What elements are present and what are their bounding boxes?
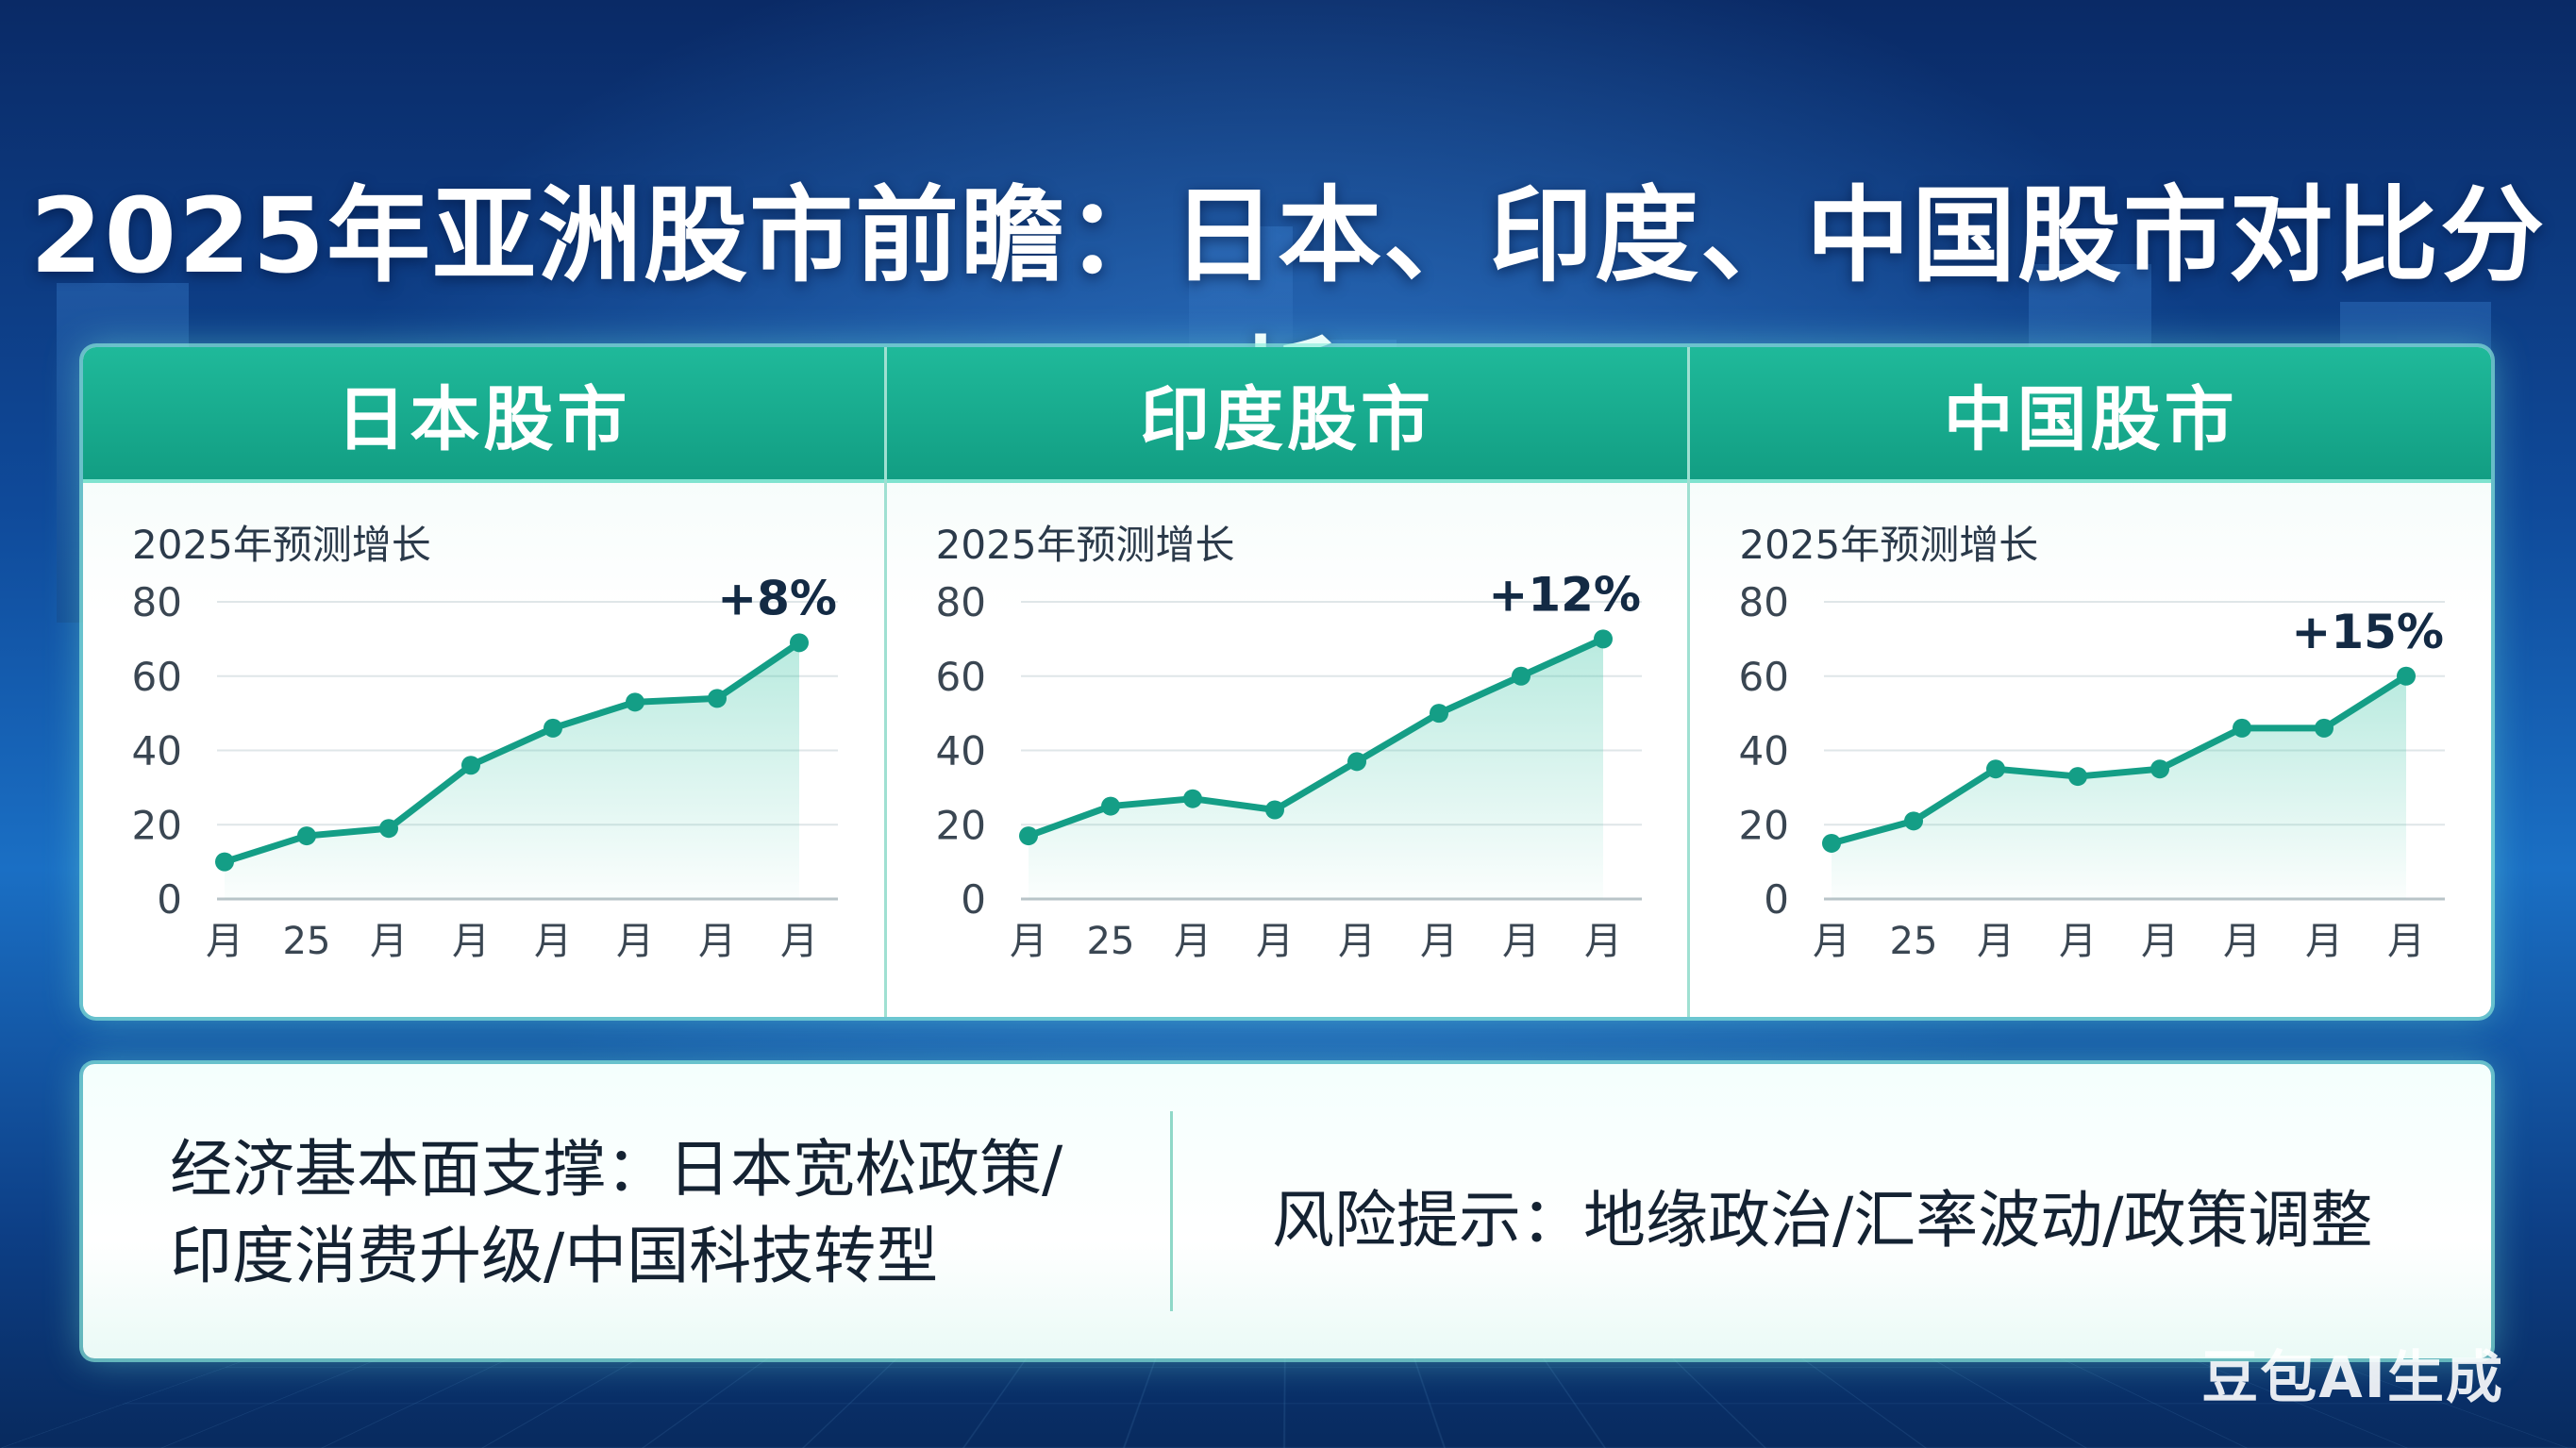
- watermark: 豆包AI生成: [2201, 1345, 2504, 1411]
- y-tick-label: 20: [132, 802, 182, 848]
- growth-annotation: +12%: [1488, 567, 1641, 622]
- data-point: [2150, 759, 2170, 779]
- x-tick-label: 月: [698, 920, 736, 963]
- info-divider: [1170, 1111, 1173, 1311]
- data-point: [1904, 811, 1924, 831]
- chart-subtitle-india: 2025年预测增长: [935, 522, 1235, 568]
- y-tick-label: 60: [935, 654, 985, 700]
- x-tick-label: 月: [370, 920, 408, 963]
- x-tick-label: 月: [452, 920, 490, 963]
- data-point: [1100, 796, 1120, 816]
- y-tick-label: 80: [935, 579, 985, 625]
- data-point: [1264, 800, 1284, 820]
- data-point: [1429, 704, 1448, 724]
- y-tick-label: 60: [132, 654, 182, 700]
- data-point: [1018, 826, 1038, 846]
- data-point: [2315, 718, 2334, 738]
- x-tick-label: 月: [1584, 920, 1622, 963]
- panel-title-japan: 日本股市: [83, 347, 884, 483]
- panel-title-china: 中国股市: [1690, 347, 2491, 483]
- risk-text: 风险提示：地缘政治/汇率波动/政策调整: [1272, 1184, 2373, 1257]
- data-point: [1593, 629, 1613, 649]
- fundamentals-text: 经济基本面支撑：日本宽松政策/ 印度消费升级/中国科技转型: [170, 1133, 1063, 1292]
- panel-india: 印度股市 2025年预测增长 0 20 40 60 80 月 25 月 月 月 月 月 月 +12%: [883, 347, 1688, 1017]
- y-tick-label: 0: [961, 876, 986, 923]
- market-panels: 日本股市 2025年预测增长 0 20 40 60 80 月 25 月 月 月 月 月 月 +8% 印度股…: [83, 347, 2491, 1017]
- series-area: [1832, 675, 2407, 899]
- x-tick-label: 月: [1420, 920, 1458, 963]
- x-tick-label: 月: [2223, 920, 2261, 963]
- x-tick-label: 月: [1256, 920, 1294, 963]
- data-point: [1347, 752, 1366, 772]
- data-point: [1182, 789, 1202, 808]
- data-point: [544, 718, 562, 738]
- panel-japan: 日本股市 2025年预测增长 0 20 40 60 80 月 25 月 月 月 月 月 月 +8%: [83, 347, 884, 1017]
- y-tick-label: 20: [935, 802, 985, 848]
- data-point: [379, 819, 398, 839]
- y-tick-label: 40: [1739, 728, 1789, 774]
- x-tick-label: 25: [1086, 920, 1134, 963]
- growth-annotation: +8%: [717, 571, 837, 625]
- x-tick-label: 25: [1890, 920, 1938, 963]
- data-point: [1986, 759, 2006, 779]
- data-point: [708, 689, 727, 708]
- y-tick-label: 0: [157, 876, 182, 923]
- data-point: [461, 756, 480, 775]
- y-tick-label: 60: [1739, 654, 1789, 700]
- data-point: [2397, 666, 2417, 686]
- data-point: [790, 633, 809, 653]
- y-tick-label: 80: [132, 579, 182, 625]
- y-tick-label: 80: [1739, 579, 1789, 625]
- info-box: 经济基本面支撑：日本宽松政策/ 印度消费升级/中国科技转型 风险提示：地缘政治/…: [83, 1064, 2491, 1358]
- x-tick-label: 25: [283, 920, 331, 963]
- x-tick-label: 月: [534, 920, 572, 963]
- x-tick-label: 月: [2305, 920, 2343, 963]
- series-area: [225, 642, 799, 899]
- data-point: [1511, 666, 1531, 686]
- x-tick-label: 月: [780, 920, 818, 963]
- series-line: [1828, 673, 2410, 847]
- series-line: [1025, 635, 1607, 840]
- chart-subtitle-china: 2025年预测增长: [1739, 522, 2039, 568]
- y-tick-label: 0: [1765, 876, 1790, 923]
- x-tick-label: 月: [206, 920, 243, 963]
- y-tick-label: 40: [132, 728, 182, 774]
- data-point: [297, 826, 316, 846]
- x-tick-label: 月: [2141, 920, 2179, 963]
- x-tick-label: 月: [1338, 920, 1376, 963]
- x-tick-label: 月: [2059, 920, 2097, 963]
- data-point: [626, 692, 644, 712]
- data-point: [1822, 833, 1842, 853]
- panel-title-india: 印度股市: [886, 347, 1688, 483]
- x-tick-label: 月: [1977, 920, 2015, 963]
- x-tick-label: 月: [1813, 920, 1850, 963]
- data-point: [2068, 767, 2088, 787]
- y-tick-label: 20: [1739, 802, 1789, 848]
- chart-india: 0 20 40 60 80 月 25 月 月 月 月 月 月 +12%: [935, 567, 1642, 963]
- chart-japan: 0 20 40 60 80 月 25 月 月 月 月 月 月 +8%: [132, 571, 838, 963]
- x-tick-label: 月: [1174, 920, 1212, 963]
- data-point: [2233, 718, 2252, 738]
- panel-china: 中国股市 2025年预测增长 0 20 40 60 80 月 25 月 月 月 月 月 月 +15%: [1687, 347, 2491, 1017]
- series-line: [221, 639, 803, 866]
- x-tick-label: 月: [2387, 920, 2425, 963]
- data-point: [215, 852, 234, 872]
- chart-subtitle-japan: 2025年预测增长: [132, 522, 431, 568]
- x-tick-label: 月: [1010, 920, 1047, 963]
- y-tick-label: 40: [935, 728, 985, 774]
- x-tick-label: 月: [1502, 920, 1540, 963]
- x-tick-label: 月: [616, 920, 654, 963]
- growth-annotation: +15%: [2292, 605, 2445, 659]
- chart-china: 0 20 40 60 80 月 25 月 月 月 月 月 月 +15%: [1739, 579, 2446, 963]
